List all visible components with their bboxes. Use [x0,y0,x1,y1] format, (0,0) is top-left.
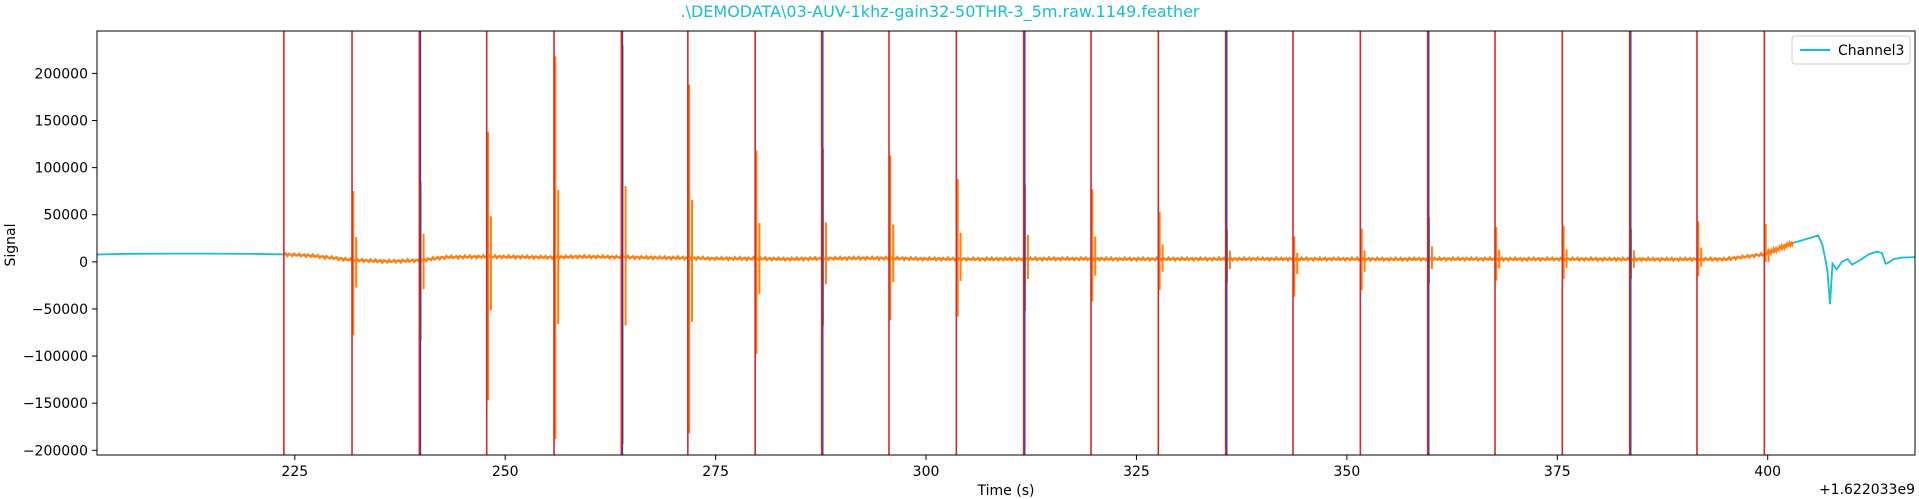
event-segment-15 [1292,255,1362,263]
x-tick-label-6: 375 [1544,464,1571,480]
y-tick-label-8: 200000 [35,66,88,82]
y-tick-label-6: 100000 [35,161,88,177]
legend: Channel3 [1791,35,1911,65]
x-tick-label-1: 250 [492,464,519,480]
legend-label-channel3: Channel3 [1838,43,1904,59]
event-segment-6 [687,255,757,262]
event-segment-7 [754,255,823,263]
legend-frame [1791,35,1911,65]
x-axis-label: Time (s) [977,483,1035,499]
chart-title: .\DEMODATA\03-AUV-1khz-gain32-50THR-3_5m… [680,2,1199,22]
plot-frame [96,30,1916,456]
event-segment-10 [956,255,1025,263]
event-segment-2 [418,253,488,264]
event-segment-1 [351,256,421,265]
event-segment-20 [1628,255,1698,263]
event-segment-16 [1360,255,1429,263]
y-tick-label-1: −150000 [23,396,88,412]
event-segment-12 [1090,255,1160,263]
x-tick-label-7: 400 [1754,464,1781,480]
event-segment-8 [820,255,890,262]
event-segment-19 [1561,255,1631,263]
event-segment-0 [283,251,353,263]
x-tick-label-2: 275 [702,464,729,480]
y-tick-label-4: 0 [79,255,88,271]
event-segment-9 [888,255,958,263]
plot-content [97,31,1915,455]
y-tick-label-2: −100000 [23,349,88,365]
event-segment-17 [1426,255,1496,263]
x-tick-label-4: 325 [1123,464,1150,480]
x-tick-label-0: 225 [281,464,308,480]
y-tick-label-3: −50000 [32,302,88,318]
y-axis-label: Signal [3,223,19,266]
event-segment-3 [486,253,555,261]
x-tick-label-3: 300 [913,464,940,480]
axes: 225 250 275 300 325 350 375 400 −200000 −150000 −1… [23,30,1916,480]
x-offset-label: +1.622033e9 [1819,482,1915,498]
event-segment-4 [553,253,623,261]
event-segment-11 [1022,255,1092,263]
event-segment-18 [1494,255,1563,263]
plot-area [97,31,1915,455]
event-segment-5 [620,253,688,262]
x-tick-label-5: 350 [1334,464,1361,480]
event-segment-13 [1158,255,1227,263]
y-tick-label-7: 150000 [35,114,88,130]
event-segment-21 [1696,251,1765,263]
y-tick-label-0: −200000 [23,443,88,459]
series-line-channel3 [97,234,1915,305]
y-tick-label-5: 50000 [43,208,88,224]
event-segment-14 [1224,255,1294,263]
